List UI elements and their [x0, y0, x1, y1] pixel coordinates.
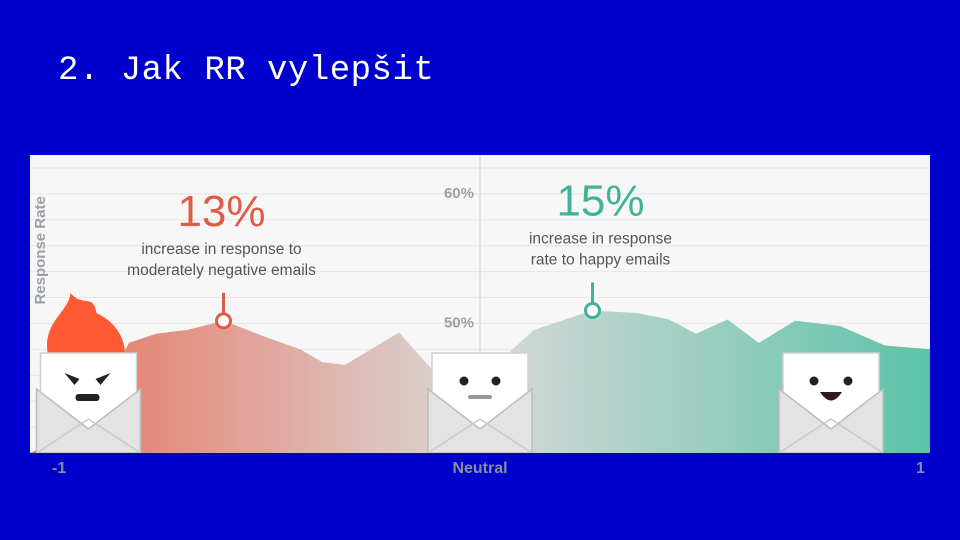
y-ticks: 60% 50%	[444, 185, 474, 332]
happy-envelope-icon	[778, 352, 884, 453]
angry-eye-right	[95, 373, 111, 385]
angry-mouth	[75, 394, 100, 401]
envelope-icons	[35, 293, 884, 453]
y-tick-label: 60%	[444, 185, 474, 202]
annotations: 13% increase in response to moderately neg…	[127, 176, 672, 330]
annotation-text: moderately negative emails	[127, 262, 316, 279]
eye-left	[459, 376, 469, 386]
eye-left	[809, 376, 819, 386]
x-tick-neutral: Neutral	[452, 460, 508, 477]
flame-icon	[47, 293, 125, 357]
envelope-body	[35, 387, 142, 453]
angry-eye-left	[64, 373, 80, 385]
annotation-text: increase in response to	[141, 241, 301, 258]
envelope-fold	[36, 418, 141, 453]
envelope-fold	[427, 418, 533, 453]
annotation-text: rate to happy emails	[531, 251, 671, 268]
x-tick-positive: 1	[916, 460, 925, 477]
chart-area: 60% 50% Response Rate 13% increase in resp…	[30, 155, 930, 453]
annotation-text: increase in response	[529, 230, 672, 247]
annotation-marker	[215, 312, 232, 330]
y-axis-label: Response Rate	[32, 196, 49, 304]
eye-right	[491, 376, 501, 386]
envelope-body	[778, 387, 884, 453]
slide-title: 2. Jak RR vylepšit	[58, 52, 435, 90]
neutral-mouth	[468, 395, 492, 399]
annotation-marker	[584, 301, 601, 319]
x-tick-negative: -1	[52, 460, 67, 477]
annotation-value: 15%	[556, 176, 644, 225]
envelope-fold	[778, 418, 884, 453]
response-rate-chart: 60% 50% Response Rate 13% increase in resp…	[30, 155, 930, 453]
annotation-value: 13%	[177, 187, 265, 236]
y-tick-label: 50%	[444, 314, 474, 331]
angry-envelope-icon	[35, 293, 142, 453]
happy-mouth	[820, 392, 842, 401]
envelope-body	[427, 387, 533, 453]
eye-right	[843, 376, 853, 386]
neutral-envelope-icon	[427, 352, 533, 453]
